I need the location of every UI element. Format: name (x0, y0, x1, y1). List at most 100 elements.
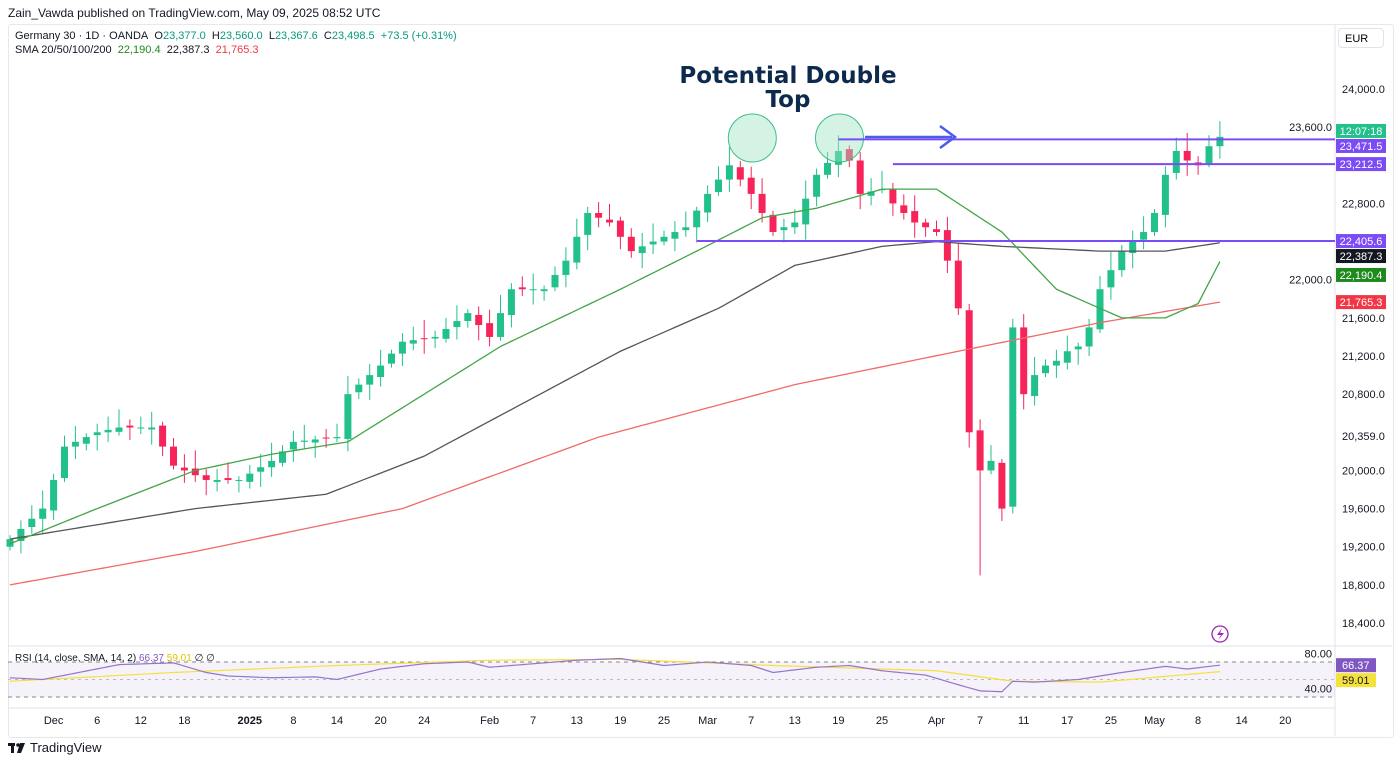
candle-body (529, 289, 537, 291)
candle-body (486, 323, 494, 337)
y-tick-label: 21,600.0 (1342, 313, 1385, 325)
chart-frame (8, 24, 1394, 738)
brand-name: TradingView (30, 740, 102, 755)
price-label-bg (1336, 123, 1386, 138)
candle-body (137, 427, 145, 429)
tradingview-logo-icon (8, 742, 25, 753)
candle-body (497, 313, 504, 337)
low-value: 23,367.6 (274, 30, 318, 42)
y-tick-label: 23,600.0 (1289, 122, 1332, 134)
rsi-band (8, 662, 1335, 697)
candle-body (17, 528, 25, 542)
x-tick-label: 19 (614, 715, 626, 727)
currency-selector[interactable]: EUR (1338, 28, 1384, 48)
rsi-sma-value: 59.01 (166, 653, 192, 664)
candle-body (93, 432, 101, 436)
candle-body (71, 441, 79, 447)
candle-body (845, 149, 853, 161)
candle-body (1063, 351, 1071, 363)
y-tick-label: 20,800.0 (1342, 389, 1385, 401)
double-top-circle (815, 113, 864, 163)
rsi-y-tick: 40.00 (1304, 683, 1332, 695)
x-tick-label: 2025 (238, 715, 262, 727)
candle-body (1205, 146, 1213, 164)
level-price-label: 23,212.5 (1340, 159, 1383, 171)
x-tick-label: 18 (178, 715, 190, 727)
candle-body (518, 287, 526, 290)
rsi-label[interactable]: RSI (14, close, SMA, 14, 2) (15, 653, 137, 664)
candle-body (551, 274, 559, 288)
candle-body (333, 437, 341, 439)
price-label: 21,765.3 (1340, 297, 1383, 309)
candle-body (1052, 360, 1060, 366)
lightning-icon (1211, 625, 1229, 643)
x-tick-label: May (1144, 715, 1165, 727)
y-tick-label: 20,000.0 (1342, 465, 1385, 477)
candle-body (6, 539, 14, 547)
sma50-value: 22,387.3 (166, 44, 210, 56)
candle-body (82, 437, 90, 444)
candle-body (606, 219, 613, 223)
x-tick-label: 19 (832, 715, 844, 727)
sma-label[interactable]: SMA 20/50/100/200 (15, 44, 112, 56)
candle-body (998, 462, 1006, 509)
candle-body (1031, 375, 1039, 397)
candle-body (638, 246, 646, 254)
open-value: 23,377.0 (162, 30, 206, 42)
candle-body (584, 212, 592, 235)
candle-body (813, 174, 821, 197)
candle-body (50, 479, 58, 511)
arrow-head-icon (939, 124, 958, 150)
candle-body (791, 222, 799, 228)
candle-body (420, 338, 428, 340)
candle-body (1216, 136, 1224, 147)
x-tick-label: 25 (658, 715, 670, 727)
x-tick-label: 14 (1236, 715, 1248, 727)
candle-body (1129, 241, 1137, 254)
sma20-value: 22,190.4 (117, 44, 161, 56)
candle-body (1118, 251, 1126, 271)
x-tick-label: 24 (418, 715, 430, 727)
x-tick-label: 13 (789, 715, 801, 727)
y-tick-label: 19,600.0 (1342, 504, 1385, 516)
candle-body (1140, 232, 1148, 240)
candle-body (671, 232, 679, 239)
close-label: C (323, 30, 332, 42)
x-tick-label: Mar (698, 715, 717, 727)
open-label: O (154, 30, 163, 42)
y-tick-label: 24,000.0 (1342, 84, 1385, 96)
candle-body (148, 427, 156, 430)
candle-body (715, 179, 722, 192)
annotation-title-line1: Potential Double (679, 63, 896, 89)
candle-body (660, 236, 668, 242)
candle-body (224, 478, 232, 480)
candle-body (202, 475, 210, 480)
candle-body (747, 177, 755, 194)
x-tick-label: 13 (571, 715, 583, 727)
level-price-label-bg (1336, 234, 1386, 249)
candle-body (595, 212, 603, 218)
symbol-name[interactable]: Germany 30 · 1D · OANDA (15, 30, 149, 42)
rsi-extra: ∅ ∅ (194, 653, 215, 664)
candle-body (180, 467, 188, 471)
candle-body (769, 214, 777, 233)
double-top-circle (727, 113, 777, 163)
x-tick-label: 17 (1061, 715, 1073, 727)
candle-body (780, 227, 788, 231)
candle-body (388, 353, 395, 364)
x-tick-label: 7 (748, 715, 754, 727)
candle-body (191, 468, 199, 476)
candle-body (976, 430, 984, 471)
footer-brand: TradingView (8, 740, 102, 755)
x-tick-label: 20 (1279, 715, 1291, 727)
x-tick-label: 14 (331, 715, 343, 727)
candle-body (987, 460, 995, 471)
candle-body (649, 241, 657, 245)
candle-body (442, 328, 450, 339)
x-tick-label: 11 (1018, 715, 1029, 727)
candle-body (344, 394, 352, 439)
high-label: H (211, 30, 220, 42)
x-tick-label: 7 (977, 715, 983, 727)
candle-body (61, 446, 68, 479)
